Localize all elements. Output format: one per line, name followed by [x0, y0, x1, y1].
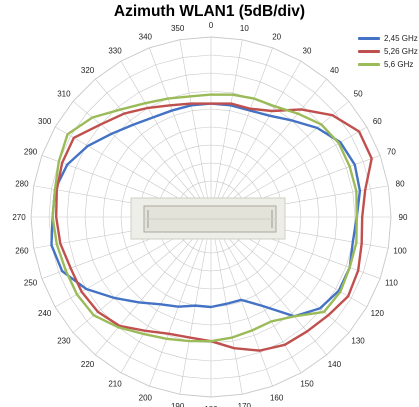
angle-label: 0	[209, 21, 214, 30]
angle-label: 280	[15, 180, 29, 189]
angle-label: 150	[300, 379, 314, 388]
grid-spoke	[149, 47, 212, 218]
series-line-2	[51, 93, 358, 343]
angle-label: 110	[385, 279, 398, 288]
angle-label: 80	[396, 180, 405, 189]
angle-label: 250	[24, 279, 38, 288]
angle-label: 90	[399, 213, 408, 222]
legend-item: 2,45 GHz	[358, 32, 418, 45]
angle-label: 130	[351, 336, 365, 345]
legend-swatch	[358, 63, 380, 66]
grid-spoke	[210, 216, 243, 395]
angle-label: 200	[139, 393, 153, 402]
grid-spoke	[210, 216, 273, 387]
angle-label: 190	[171, 402, 185, 407]
grid-spoke	[210, 47, 273, 218]
grid-spoke	[179, 39, 212, 218]
device-photo	[130, 197, 286, 240]
angle-label: 50	[354, 90, 363, 99]
angle-label: 20	[272, 33, 281, 42]
angle-label: 70	[387, 147, 396, 156]
angle-label: 290	[24, 147, 38, 156]
legend-swatch	[358, 37, 380, 40]
legend-label: 5,26 GHz	[384, 47, 418, 56]
angle-label: 10	[240, 24, 249, 33]
angle-label: 160	[270, 393, 284, 402]
grid-spoke	[95, 78, 212, 218]
angle-label: 330	[108, 47, 122, 56]
angle-label: 30	[303, 47, 312, 56]
angle-label: 140	[328, 360, 342, 369]
legend-swatch	[358, 50, 380, 53]
grid-spoke	[95, 216, 212, 356]
legend-item: 5,26 GHz	[358, 45, 418, 58]
angle-label: 310	[57, 90, 71, 99]
series-layer	[50, 93, 373, 352]
legend-item: 5,6 GHz	[358, 58, 418, 71]
legend-label: 5,6 GHz	[384, 60, 414, 69]
angle-label: 40	[330, 66, 339, 75]
angle-label: 240	[38, 309, 52, 318]
grid-spoke	[210, 78, 327, 218]
angle-label: 320	[81, 66, 95, 75]
angle-label: 210	[108, 379, 122, 388]
angle-labels: 0 10 20 30 40 50 60 70 80 90 100 110 120 130 140 150 160…	[12, 21, 408, 407]
angle-label: 170	[238, 402, 252, 407]
grid-spoke	[120, 60, 212, 218]
chart-title: Azimuth WLAN1 (5dB/div)	[113, 3, 306, 20]
grid-spoke	[210, 60, 302, 218]
grid-spoke	[149, 216, 212, 387]
angle-label: 220	[81, 360, 95, 369]
angle-label: 300	[38, 117, 52, 126]
angle-label: 340	[139, 33, 153, 42]
angle-label: 100	[393, 246, 407, 255]
angle-label: 260	[15, 246, 29, 255]
angle-label: 230	[57, 336, 71, 345]
legend: 2,45 GHz 5,26 GHz 5,6 GHz	[358, 32, 418, 71]
angle-label: 270	[12, 213, 26, 222]
grid-spoke	[210, 39, 243, 218]
grid-spoke	[120, 216, 212, 374]
series-line-0	[50, 102, 362, 318]
legend-label: 2,45 GHz	[384, 34, 418, 43]
angle-label: 60	[373, 117, 382, 126]
angle-label: 180	[204, 405, 218, 407]
angle-label: 350	[171, 24, 185, 33]
grid-spoke	[210, 216, 302, 374]
angle-label: 120	[371, 309, 385, 318]
